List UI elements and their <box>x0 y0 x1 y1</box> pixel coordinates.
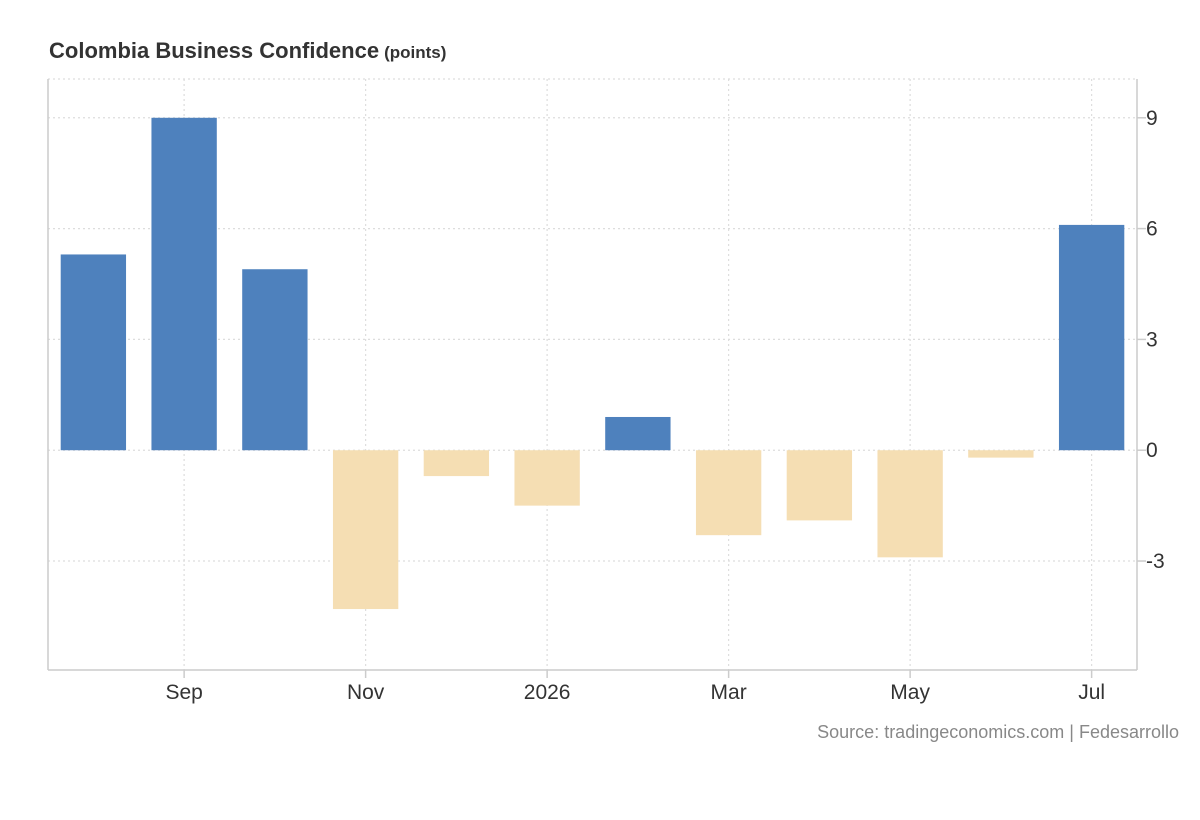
bar[interactable] <box>605 416 671 451</box>
bar[interactable] <box>695 450 762 536</box>
x-tick-label: Sep <box>165 681 202 704</box>
bar[interactable] <box>786 450 853 521</box>
x-tick-label: Nov <box>347 681 385 704</box>
x-tick-label: May <box>890 681 930 704</box>
y-tick-label: -3 <box>1146 550 1165 573</box>
bar[interactable] <box>151 117 217 451</box>
bar[interactable] <box>332 450 399 610</box>
bar[interactable] <box>877 450 943 558</box>
x-tick-label: Mar <box>711 681 747 704</box>
source-label: Source: tradingeconomics.com | Fedesarro… <box>817 722 1179 742</box>
y-tick-label: 3 <box>1146 328 1158 351</box>
x-tick-label: Jul <box>1078 681 1105 704</box>
chart-title: Colombia Business Confidence (points) <box>49 38 446 64</box>
bar[interactable] <box>242 269 308 451</box>
y-tick-label: 0 <box>1146 439 1158 462</box>
x-tick-label: 2026 <box>524 681 571 704</box>
chart-unit: (points) <box>384 43 447 62</box>
bars <box>60 117 1125 610</box>
bar[interactable] <box>423 450 490 477</box>
x-tick-labels: Sep Nov 2026 Mar May Jul <box>165 681 1105 704</box>
y-tick-label: 6 <box>1146 218 1158 241</box>
bar[interactable] <box>514 450 580 506</box>
bar[interactable] <box>968 450 1034 458</box>
y-tick-label: 9 <box>1146 107 1158 130</box>
bar[interactable] <box>1058 224 1125 451</box>
chart-title-text: Colombia Business Confidence <box>49 38 380 63</box>
axes <box>47 79 1146 678</box>
bar[interactable] <box>60 254 127 451</box>
y-tick-labels: 9 6 3 0 -3 <box>1146 107 1165 573</box>
